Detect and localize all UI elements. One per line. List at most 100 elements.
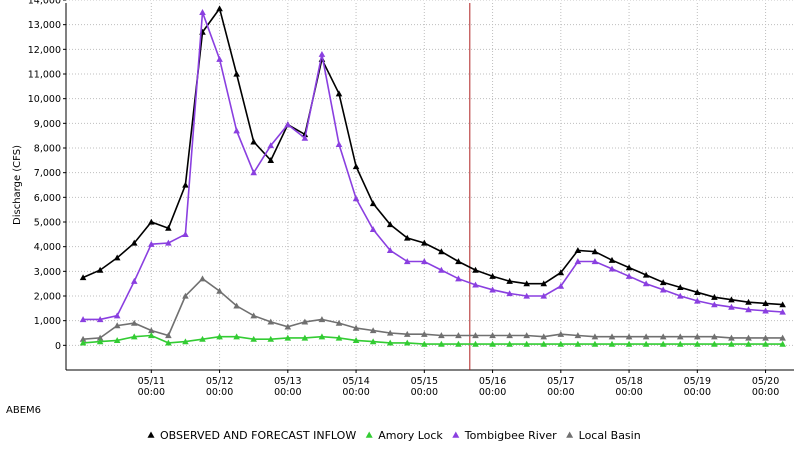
data-point <box>523 332 530 339</box>
data-point <box>438 340 445 347</box>
data-point <box>455 275 462 282</box>
legend-item: Local Basin <box>566 429 641 442</box>
data-point <box>676 292 684 299</box>
data-point <box>642 271 650 278</box>
data-point <box>267 142 275 149</box>
data-point <box>659 333 667 340</box>
data-point <box>694 333 701 340</box>
data-point <box>438 248 445 255</box>
data-point <box>676 333 684 340</box>
data-point <box>557 330 565 337</box>
data-point <box>318 333 326 340</box>
data-point <box>113 322 121 329</box>
data-point <box>165 239 172 246</box>
x-tick-date: 05/13 <box>274 376 301 387</box>
y-tick-label: 8,000 <box>34 144 61 155</box>
data-point <box>506 340 513 347</box>
data-point <box>472 332 479 339</box>
data-point <box>676 340 684 347</box>
data-point <box>369 338 377 345</box>
data-point <box>659 279 667 286</box>
data-point <box>574 258 582 265</box>
data-point <box>148 332 155 339</box>
data-point <box>233 333 240 340</box>
data-point <box>438 332 445 339</box>
data-point <box>557 269 565 276</box>
data-point <box>301 334 309 341</box>
data-point <box>489 272 496 279</box>
data-point <box>130 239 138 246</box>
data-point <box>472 266 479 273</box>
x-tick-date: 05/14 <box>342 376 369 387</box>
data-point <box>728 340 735 347</box>
data-point <box>403 234 411 241</box>
data-point <box>335 334 343 341</box>
data-point <box>540 340 548 347</box>
data-point <box>130 333 138 340</box>
data-point <box>369 226 377 233</box>
data-point <box>728 303 735 310</box>
x-tick-time: 00:00 <box>615 387 642 398</box>
data-point <box>182 181 189 188</box>
plot-background <box>66 0 794 370</box>
data-point <box>711 301 718 308</box>
x-tick-time: 00:00 <box>547 387 574 398</box>
data-point <box>96 316 104 323</box>
data-point <box>130 319 138 326</box>
data-point <box>728 296 735 303</box>
data-point <box>199 275 206 282</box>
data-point <box>79 339 87 346</box>
data-point <box>762 340 769 347</box>
legend-label: Amory Lock <box>378 429 443 442</box>
data-point <box>250 312 257 319</box>
data-point <box>421 258 428 265</box>
data-point <box>489 286 496 293</box>
y-tick-label: 12,000 <box>28 45 61 56</box>
data-point <box>403 339 411 346</box>
x-tick-date: 05/12 <box>206 376 233 387</box>
data-point <box>182 231 189 237</box>
data-point <box>523 292 530 299</box>
data-point <box>403 330 411 337</box>
x-tick-time: 00:00 <box>342 387 369 398</box>
y-tick-label: 2,000 <box>34 292 61 303</box>
data-point <box>608 333 616 340</box>
data-point <box>779 334 786 341</box>
data-point <box>574 332 582 339</box>
data-point <box>506 290 513 297</box>
data-point <box>318 316 326 323</box>
data-point <box>642 340 650 347</box>
data-point <box>591 258 599 265</box>
data-point <box>711 293 718 300</box>
y-tick-label: 11,000 <box>28 70 61 81</box>
x-tick-time: 00:00 <box>274 387 301 398</box>
y-tick-label: 7,000 <box>34 168 61 179</box>
x-tick-date: 05/20 <box>752 376 779 387</box>
data-point <box>216 5 223 12</box>
data-point <box>199 335 206 342</box>
data-point <box>574 247 582 254</box>
data-point <box>762 334 769 341</box>
data-point <box>335 319 343 326</box>
data-point <box>113 312 121 319</box>
data-point <box>148 240 155 247</box>
data-point <box>472 281 479 288</box>
data-point <box>165 339 172 346</box>
data-point <box>386 221 394 228</box>
data-point <box>608 256 616 263</box>
data-point <box>591 248 599 255</box>
data-point <box>386 339 394 346</box>
data-point <box>369 327 377 334</box>
series-line <box>83 334 783 345</box>
x-tick-date: 05/18 <box>615 376 642 387</box>
data-point <box>216 287 223 294</box>
data-point <box>199 9 206 15</box>
data-point <box>267 335 275 342</box>
series-lines <box>79 5 786 347</box>
data-point <box>267 318 275 325</box>
y-tick-label: 3,000 <box>34 267 61 278</box>
x-tick-time: 00:00 <box>206 387 233 398</box>
data-point <box>608 340 616 347</box>
data-point <box>540 280 548 287</box>
